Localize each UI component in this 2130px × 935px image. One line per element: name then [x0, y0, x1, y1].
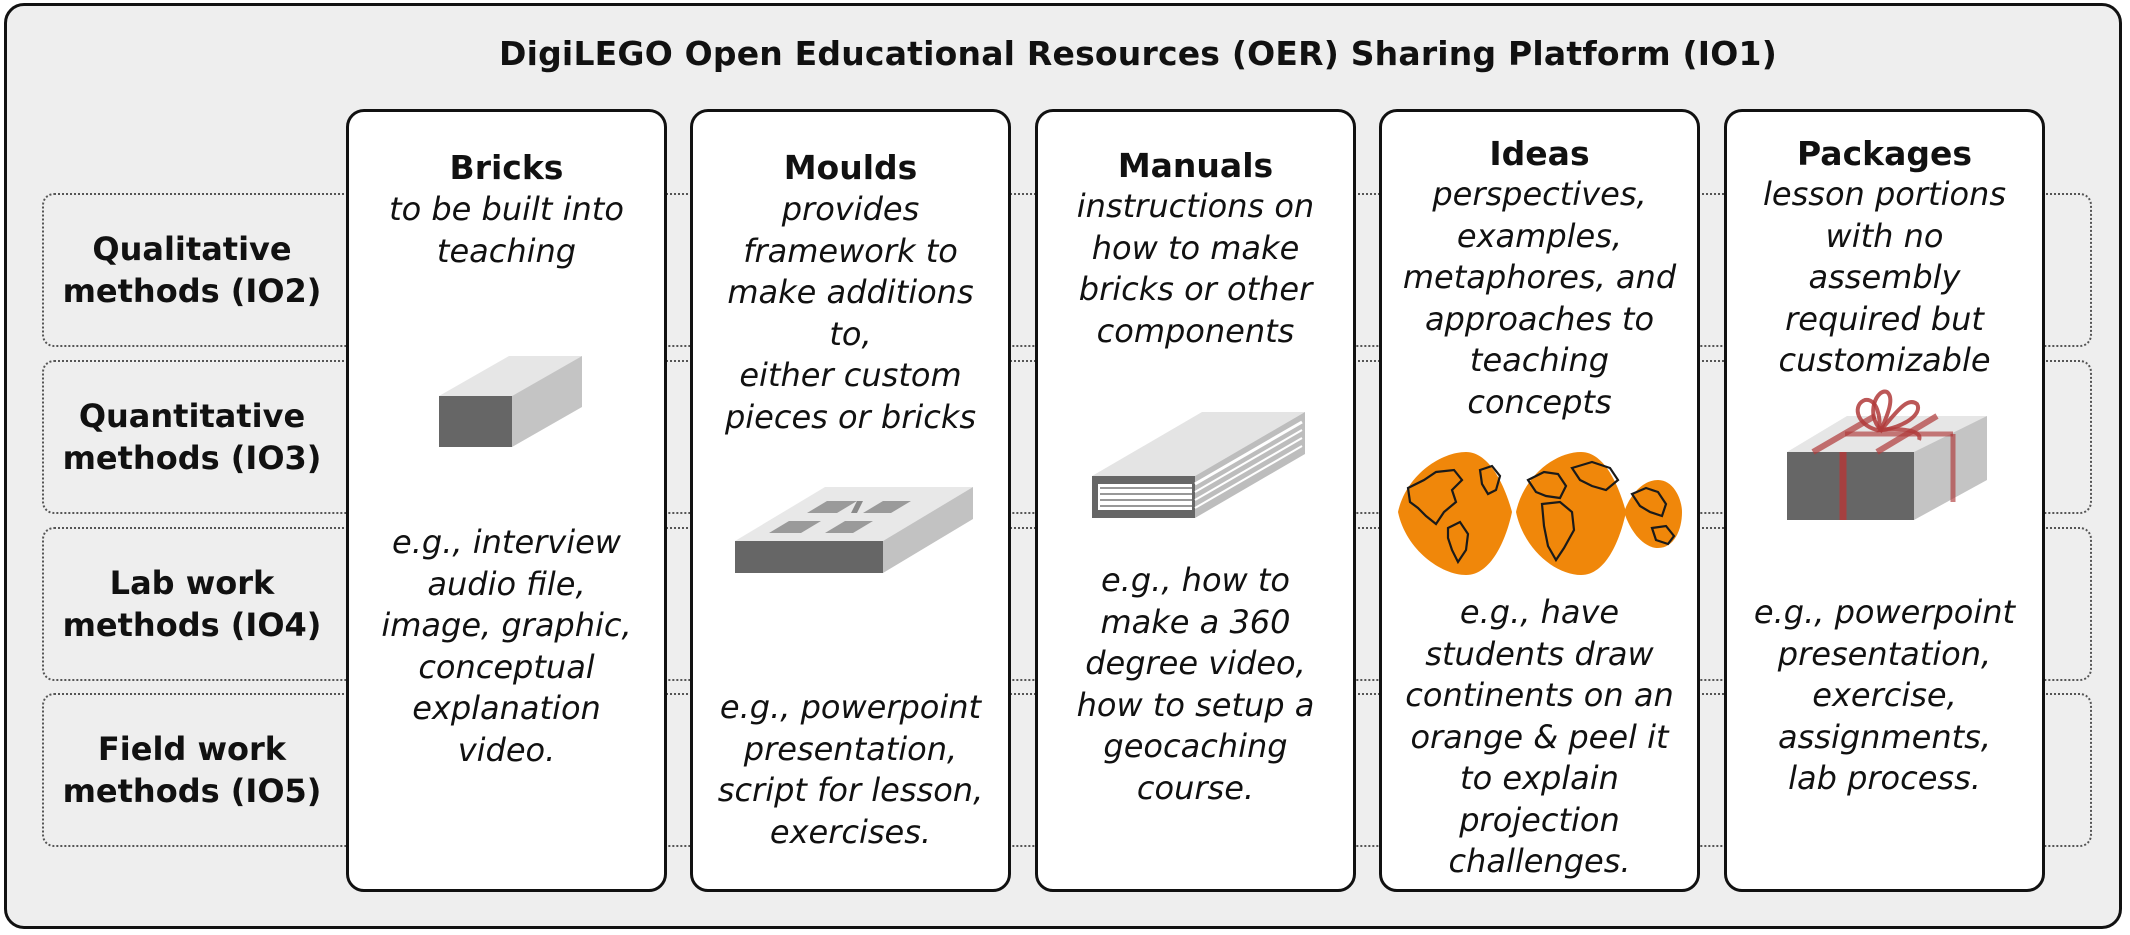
column-examples: e.g., have students draw continents on a…: [1405, 593, 1674, 880]
column-examples: e.g., powerpoint presentation, script fo…: [717, 688, 984, 851]
column-title: Moulds: [783, 148, 918, 187]
column-description: provides framework to make additions to,…: [724, 190, 977, 436]
gift-package-icon: [1787, 389, 1987, 520]
column-examples: e.g., powerpoint presentation, exercise,…: [1753, 593, 2016, 797]
column-title: Manuals: [1117, 146, 1274, 185]
column-moulds: Moulds provides framework to make additi…: [690, 109, 1011, 892]
column-description: to be built into teaching: [389, 190, 624, 270]
mould-icon: [735, 487, 973, 573]
row-label-qualitative: Qualitative methods (IO2): [62, 230, 322, 310]
column-examples: e.g., interview audio file, image, graph…: [381, 523, 632, 769]
row-label-field-work: Field work methods (IO5): [62, 730, 322, 810]
column-description: instructions on how to make bricks or ot…: [1076, 187, 1315, 350]
column-bricks: Bricks to be built into teaching e.g., i…: [346, 109, 667, 892]
row-label-lab-work: Lab work methods (IO4): [62, 564, 322, 644]
platform-title: DigiLEGO Open Educational Resources (OER…: [499, 34, 1777, 73]
row-label-quantitative: Quantitative methods (IO3): [62, 397, 322, 477]
column-title: Bricks: [449, 148, 564, 187]
orange-peel-map-icon: [1398, 452, 1682, 575]
column-packages: Packages lesson portions with no assembl…: [1724, 109, 2045, 892]
column-title: Ideas: [1489, 134, 1590, 173]
column-description: perspectives, examples, metaphores, and …: [1402, 175, 1677, 421]
brick-icon: [439, 356, 582, 447]
column-title: Packages: [1797, 134, 1972, 173]
column-ideas: Ideas perspectives, examples, metaphores…: [1379, 109, 1700, 892]
column-description: lesson portions with no assembly require…: [1763, 175, 2006, 379]
book-icon: [1092, 412, 1305, 518]
column-manuals: Manuals instructions on how to make bric…: [1035, 109, 1356, 892]
column-examples: e.g., how to make a 360 degree video, ho…: [1076, 561, 1315, 807]
